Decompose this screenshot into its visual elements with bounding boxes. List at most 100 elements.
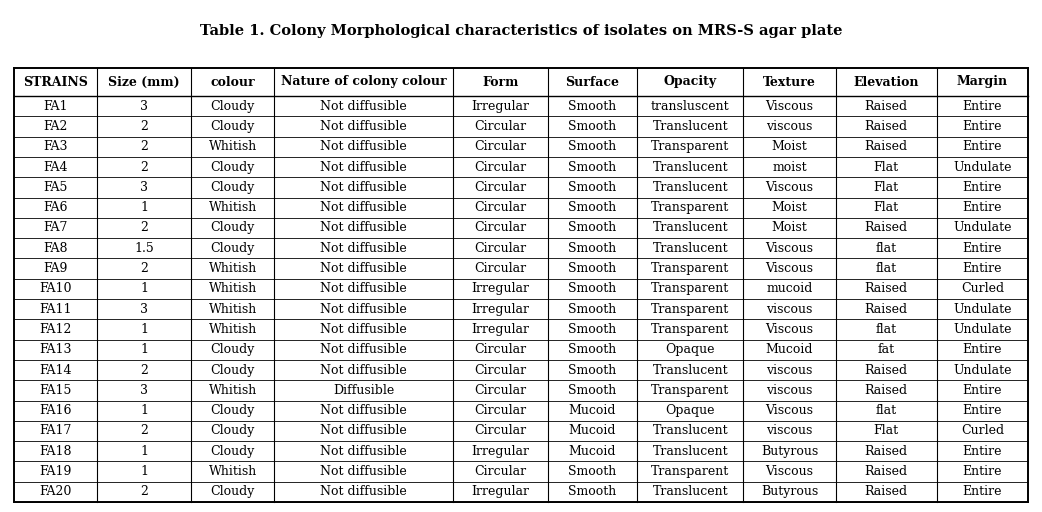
Text: Viscous: Viscous [766, 262, 814, 275]
Text: 3: 3 [141, 181, 148, 194]
Text: Moist: Moist [772, 222, 808, 234]
Text: FA1: FA1 [43, 100, 68, 113]
Text: Viscous: Viscous [766, 323, 814, 336]
Text: viscous: viscous [766, 384, 813, 397]
Text: FA10: FA10 [40, 282, 72, 295]
Text: Diffusible: Diffusible [333, 384, 394, 397]
Text: Moist: Moist [772, 140, 808, 153]
Text: Translucent: Translucent [652, 120, 728, 133]
Text: colour: colour [210, 75, 255, 89]
Text: Cloudy: Cloudy [210, 343, 255, 356]
Text: Translucent: Translucent [652, 161, 728, 174]
Text: Undulate: Undulate [953, 364, 1012, 376]
Text: 3: 3 [141, 384, 148, 397]
Text: viscous: viscous [766, 424, 813, 437]
Text: Irregular: Irregular [471, 485, 529, 498]
Text: Not diffusible: Not diffusible [320, 323, 407, 336]
Text: Curled: Curled [961, 424, 1004, 437]
Text: Flat: Flat [873, 161, 899, 174]
Text: FA15: FA15 [40, 384, 72, 397]
Text: Not diffusible: Not diffusible [320, 485, 407, 498]
Text: Translucent: Translucent [652, 485, 728, 498]
Text: 2: 2 [141, 120, 148, 133]
Text: Entire: Entire [963, 343, 1002, 356]
Text: Entire: Entire [963, 242, 1002, 255]
Text: FA9: FA9 [44, 262, 68, 275]
Text: Undulate: Undulate [953, 161, 1012, 174]
Text: FA7: FA7 [44, 222, 68, 234]
Text: 1: 1 [141, 201, 148, 214]
Text: Irregular: Irregular [471, 100, 529, 113]
Text: FA13: FA13 [40, 343, 72, 356]
Text: Mucoid: Mucoid [766, 343, 813, 356]
Text: Butyrous: Butyrous [761, 485, 818, 498]
Text: Circular: Circular [474, 120, 526, 133]
Text: Circular: Circular [474, 201, 526, 214]
Text: Whitish: Whitish [208, 465, 257, 478]
Text: Entire: Entire [963, 445, 1002, 458]
Text: Entire: Entire [963, 120, 1002, 133]
Text: Whitish: Whitish [208, 282, 257, 295]
Text: Whitish: Whitish [208, 140, 257, 153]
Text: Cloudy: Cloudy [210, 424, 255, 437]
Text: Smooth: Smooth [568, 262, 617, 275]
Text: Raised: Raised [865, 485, 908, 498]
Text: Cloudy: Cloudy [210, 161, 255, 174]
Text: Not diffusible: Not diffusible [320, 161, 407, 174]
Text: Raised: Raised [865, 222, 908, 234]
Text: Cloudy: Cloudy [210, 120, 255, 133]
Text: Smooth: Smooth [568, 384, 617, 397]
Text: Not diffusible: Not diffusible [320, 100, 407, 113]
Text: Translucent: Translucent [652, 445, 728, 458]
Text: Cloudy: Cloudy [210, 242, 255, 255]
Text: Circular: Circular [474, 242, 526, 255]
Text: Transparent: Transparent [651, 384, 729, 397]
Text: Whitish: Whitish [208, 201, 257, 214]
Text: Cloudy: Cloudy [210, 485, 255, 498]
Text: viscous: viscous [766, 364, 813, 376]
Text: Viscous: Viscous [766, 404, 814, 417]
Text: Circular: Circular [474, 424, 526, 437]
Text: Raised: Raised [865, 384, 908, 397]
Text: Smooth: Smooth [568, 100, 617, 113]
Text: Smooth: Smooth [568, 120, 617, 133]
Text: Not diffusible: Not diffusible [320, 424, 407, 437]
Text: Translucent: Translucent [652, 181, 728, 194]
Text: Not diffusible: Not diffusible [320, 343, 407, 356]
Text: 1: 1 [141, 343, 148, 356]
Text: Whitish: Whitish [208, 384, 257, 397]
Text: FA17: FA17 [40, 424, 72, 437]
Text: Circular: Circular [474, 384, 526, 397]
Text: Cloudy: Cloudy [210, 100, 255, 113]
Text: Smooth: Smooth [568, 485, 617, 498]
Text: 1: 1 [141, 445, 148, 458]
Text: flat: flat [875, 262, 897, 275]
Text: 2: 2 [141, 140, 148, 153]
Text: Form: Form [482, 75, 519, 89]
Text: Margin: Margin [957, 75, 1008, 89]
Text: Raised: Raised [865, 100, 908, 113]
Text: Translucent: Translucent [652, 424, 728, 437]
Text: Raised: Raised [865, 140, 908, 153]
Text: Whitish: Whitish [208, 262, 257, 275]
Text: moist: moist [772, 161, 807, 174]
Text: Not diffusible: Not diffusible [320, 242, 407, 255]
Text: FA11: FA11 [40, 303, 72, 316]
Text: mucoid: mucoid [766, 282, 813, 295]
Text: Butyrous: Butyrous [761, 445, 818, 458]
Text: FA12: FA12 [40, 323, 72, 336]
Text: Entire: Entire [963, 262, 1002, 275]
Text: Entire: Entire [963, 465, 1002, 478]
Text: FA4: FA4 [43, 161, 68, 174]
Text: Flat: Flat [873, 181, 899, 194]
Text: Smooth: Smooth [568, 364, 617, 376]
Text: Raised: Raised [865, 303, 908, 316]
Text: FA5: FA5 [44, 181, 68, 194]
Text: Transparent: Transparent [651, 201, 729, 214]
Text: Opaque: Opaque [666, 404, 715, 417]
Text: Texture: Texture [763, 75, 816, 89]
Text: Entire: Entire [963, 201, 1002, 214]
Text: Undulate: Undulate [953, 303, 1012, 316]
Text: Not diffusible: Not diffusible [320, 465, 407, 478]
Text: Not diffusible: Not diffusible [320, 364, 407, 376]
